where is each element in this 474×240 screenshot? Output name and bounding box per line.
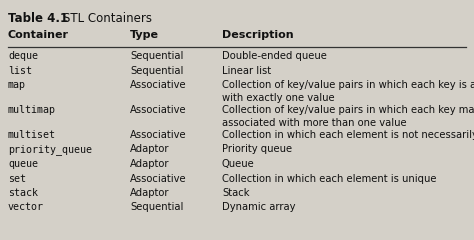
Text: Collection of key/value pairs in which each key may be
associated with more than: Collection of key/value pairs in which e… [222, 105, 474, 128]
Text: Adaptor: Adaptor [130, 144, 170, 155]
Text: stack: stack [8, 188, 38, 198]
Text: Associative: Associative [130, 105, 187, 115]
Text: Stack: Stack [222, 188, 249, 198]
Text: list: list [8, 66, 32, 76]
Text: Type: Type [130, 30, 159, 40]
Text: Table 4.1: Table 4.1 [8, 12, 68, 25]
Text: Adaptor: Adaptor [130, 159, 170, 169]
Text: Collection in which each element is unique: Collection in which each element is uniq… [222, 174, 437, 184]
Text: priority_queue: priority_queue [8, 144, 92, 156]
Text: Associative: Associative [130, 174, 187, 184]
Text: deque: deque [8, 51, 38, 61]
Text: Collection of key/value pairs in which each key is associated
with exactly one v: Collection of key/value pairs in which e… [222, 80, 474, 103]
Text: Sequential: Sequential [130, 203, 183, 212]
Text: queue: queue [8, 159, 38, 169]
Text: Collection in which each element is not necessarily unique: Collection in which each element is not … [222, 130, 474, 140]
Text: Queue: Queue [222, 159, 255, 169]
Text: Priority queue: Priority queue [222, 144, 292, 155]
Text: map: map [8, 80, 26, 90]
Text: Associative: Associative [130, 80, 187, 90]
Text: vector: vector [8, 203, 44, 212]
Text: Container: Container [8, 30, 69, 40]
Text: Associative: Associative [130, 130, 187, 140]
Text: Description: Description [222, 30, 293, 40]
Text: set: set [8, 174, 26, 184]
Text: Linear list: Linear list [222, 66, 271, 76]
Text: Sequential: Sequential [130, 51, 183, 61]
Text: Dynamic array: Dynamic array [222, 203, 295, 212]
Text: STL Containers: STL Containers [63, 12, 152, 25]
Text: Sequential: Sequential [130, 66, 183, 76]
Text: Double-ended queue: Double-ended queue [222, 51, 327, 61]
Text: Adaptor: Adaptor [130, 188, 170, 198]
Text: multimap: multimap [8, 105, 56, 115]
Text: multiset: multiset [8, 130, 56, 140]
